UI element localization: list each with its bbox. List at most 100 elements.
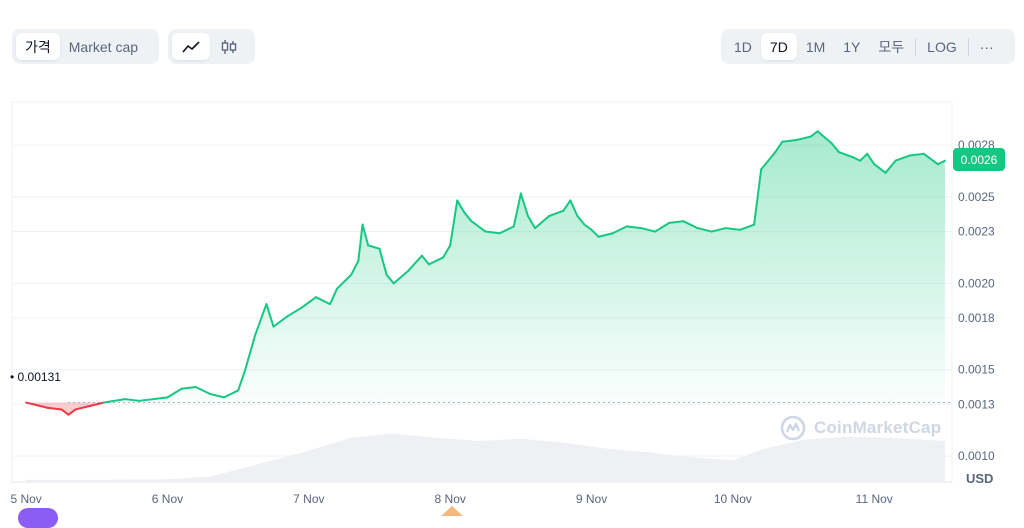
price-segment	[138, 398, 155, 402]
price-segment	[152, 396, 169, 401]
toolbar-divider	[967, 37, 969, 56]
y-tick-label: 0.0025	[958, 190, 995, 204]
price-segment	[611, 225, 628, 235]
price-segment	[442, 244, 452, 259]
price-segment	[46, 406, 63, 411]
price-segment	[597, 232, 614, 238]
price-segment	[378, 247, 388, 276]
price-segment	[88, 401, 105, 407]
price-segment	[357, 223, 364, 262]
tab-market-cap[interactable]: Market cap	[68, 38, 139, 55]
price-segment	[859, 152, 869, 162]
y-tick-label: 0.0013	[958, 397, 995, 411]
candlestick-icon[interactable]	[210, 33, 248, 60]
price-segment	[753, 168, 763, 226]
price-chart[interactable]: 0.00280.00250.00230.00200.00180.00150.00…	[0, 0, 1024, 516]
reference-price-value: 0.00131	[17, 370, 61, 384]
price-segment	[866, 152, 876, 166]
tab-price[interactable]: 가격	[16, 33, 60, 60]
reference-price-label: • 0.00131	[10, 370, 61, 384]
range-1y-button[interactable]: 1Y	[843, 38, 861, 55]
price-segment	[406, 254, 423, 273]
x-axis: 5 Nov 6 Nov 7 Nov 8 Nov 9 Nov 10 Nov 11 Nov	[10, 492, 892, 506]
price-segment	[420, 254, 430, 266]
price-segment	[512, 192, 522, 228]
y-tick-label: 0.0020	[958, 276, 995, 290]
price-segment	[590, 228, 600, 238]
y-axis: 0.00280.00250.00230.00200.00180.00150.00…	[958, 138, 995, 463]
price-segment	[569, 199, 579, 217]
price-segment	[329, 287, 339, 306]
range-1d-button[interactable]: 1D	[734, 38, 752, 55]
price-segment	[837, 151, 855, 159]
price-segment	[760, 151, 777, 171]
price-segment	[816, 130, 833, 145]
price-segment	[654, 221, 671, 233]
price-segment	[456, 199, 466, 214]
range-7d-button[interactable]: 7D	[760, 33, 797, 60]
x-tick-label: 6 Nov	[152, 492, 183, 506]
price-segment	[640, 227, 657, 233]
price-segment	[583, 223, 593, 231]
price-segment	[463, 211, 473, 223]
x-tick-label: 7 Nov	[293, 492, 324, 506]
price-segment	[795, 135, 812, 141]
y-tick-label: 0.0023	[958, 225, 995, 239]
price-segment	[265, 303, 275, 328]
price-segment	[724, 227, 741, 231]
price-segment	[710, 227, 727, 233]
price-segment	[884, 159, 897, 174]
price-segment	[314, 296, 332, 306]
more-options-button[interactable]: ···	[979, 38, 994, 55]
currency-label: USD	[966, 471, 994, 486]
price-segment	[534, 215, 551, 230]
price-segment	[562, 199, 572, 212]
price-segment	[166, 387, 183, 399]
x-tick-label: 10 Nov	[714, 492, 752, 506]
price-segment	[470, 220, 487, 233]
price-segment	[223, 389, 240, 399]
price-segment	[350, 259, 360, 276]
price-segment	[194, 386, 211, 395]
current-price-badge: 0.0026	[953, 148, 1005, 171]
range-1m-button[interactable]: 1M	[805, 38, 826, 55]
price-segment	[272, 315, 289, 328]
price-segment	[922, 152, 939, 166]
metric-toggle: 가격 Market cap	[12, 29, 159, 64]
price-segment	[830, 142, 840, 154]
price-segment	[25, 401, 49, 409]
watermark-text: CoinMarketCap	[814, 418, 942, 437]
y-tick-label: 0.0018	[958, 311, 995, 325]
range-all-button[interactable]: 모두	[878, 38, 905, 55]
chart-type-toggle	[168, 29, 255, 64]
price-segment	[908, 152, 925, 157]
price-segment	[774, 140, 784, 154]
log-scale-button[interactable]: LOG	[927, 38, 957, 55]
time-range-toggle: 1D 7D 1M 1Y 모두 LOG ···	[721, 29, 1015, 64]
price-segment	[427, 256, 445, 266]
price-area-up	[26, 131, 945, 403]
x-tick-label: 5 Nov	[10, 492, 41, 506]
line-chart-icon[interactable]	[172, 33, 210, 60]
price-segment	[936, 159, 946, 166]
floating-chip[interactable]	[18, 508, 58, 528]
price-segment	[809, 130, 819, 138]
reference-marker: •	[10, 370, 18, 384]
toolbar-divider	[915, 37, 917, 56]
price-segment	[526, 215, 537, 230]
price-segment	[367, 244, 381, 250]
price-segment	[781, 139, 798, 143]
price-segment	[124, 398, 141, 402]
volume-area	[26, 433, 945, 482]
x-tick-label: 11 Nov	[856, 492, 893, 506]
price-segment	[244, 334, 257, 371]
price-segment	[361, 223, 370, 247]
price-segment	[519, 192, 529, 217]
price-segment	[738, 223, 756, 231]
price-segment	[392, 270, 409, 285]
price-segment	[576, 215, 586, 226]
price-segment	[873, 163, 887, 174]
price-segment	[696, 227, 713, 233]
price-segment	[74, 405, 91, 411]
event-marker[interactable]	[441, 506, 463, 516]
